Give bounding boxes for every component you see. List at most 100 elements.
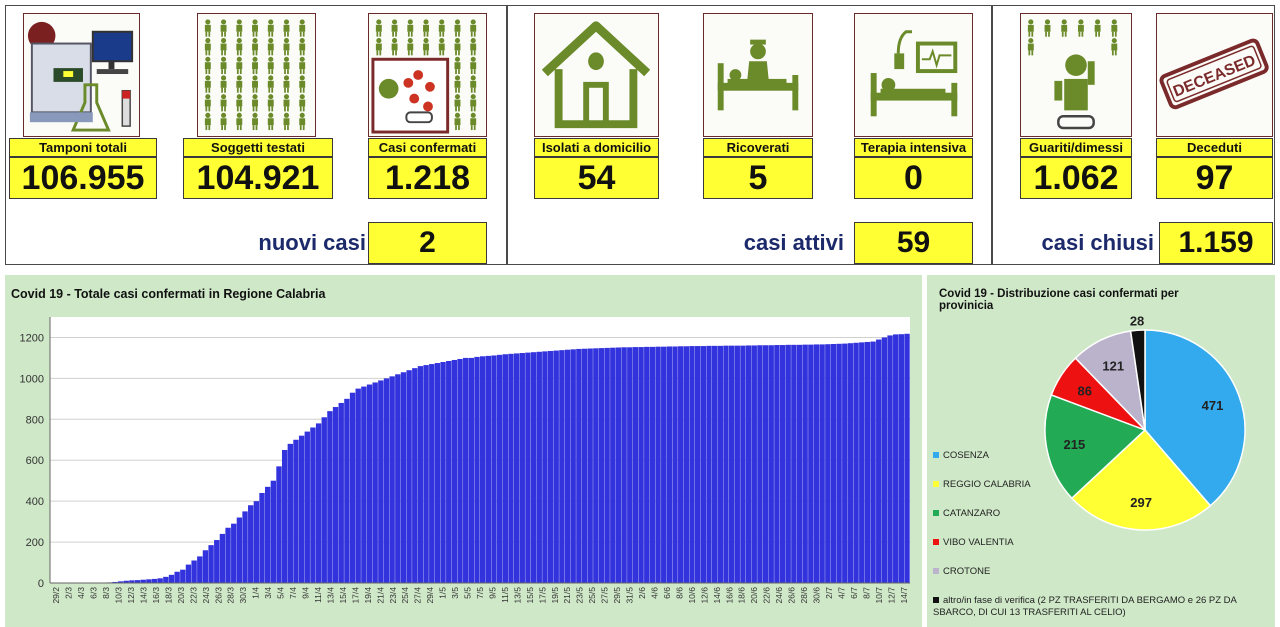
bar [378, 380, 384, 583]
x-tick-label: 4/7 [836, 587, 846, 599]
bar [502, 354, 508, 583]
bar [700, 346, 707, 583]
legend-label: CATANZARO [943, 508, 1001, 519]
bar [564, 349, 571, 583]
y-tick-label: 600 [26, 455, 44, 467]
x-tick-label: 20/6 [749, 587, 759, 604]
bar [581, 348, 588, 583]
bar [904, 333, 910, 583]
pie-data-label: 86 [1078, 384, 1092, 399]
bar [728, 345, 735, 583]
x-tick-label: 22/3 [188, 587, 198, 604]
y-tick-label: 0 [38, 578, 44, 590]
pie-slice [1070, 428, 1212, 531]
bar [847, 343, 854, 583]
x-tick-label: 21/4 [375, 587, 385, 604]
house-icon [534, 13, 659, 137]
bar [315, 423, 322, 583]
pie-data-label: 215 [1064, 437, 1086, 452]
bar [231, 523, 237, 583]
bar [366, 384, 373, 583]
x-tick-label: 19/5 [550, 587, 560, 604]
x-tick-label: 26/6 [787, 587, 797, 604]
bar [842, 343, 848, 583]
bar [666, 346, 673, 583]
bar [180, 569, 186, 583]
legend-label: CROTONE [943, 566, 991, 577]
bar [870, 341, 876, 583]
legend-label: VIBO VALENTIA [943, 537, 1014, 548]
pie-slice [1129, 329, 1146, 431]
y-tick-label: 800 [26, 414, 44, 426]
bar [791, 344, 797, 583]
bar [304, 431, 310, 583]
bar [412, 368, 418, 583]
bar [327, 411, 333, 583]
card-value-soggetti: 104.921 [183, 157, 333, 199]
bar [519, 353, 525, 583]
x-tick-label: 18/6 [737, 587, 747, 604]
bar [604, 347, 610, 583]
x-tick-label: 24/6 [774, 587, 784, 604]
bar [553, 350, 559, 583]
x-tick-label: 10/7 [874, 587, 884, 604]
deceased-stamp-icon: DECEASED [1156, 13, 1273, 137]
bar [298, 435, 305, 583]
bar [293, 439, 299, 583]
x-tick-label: 17/4 [350, 587, 360, 604]
x-tick-label: 29/5 [612, 587, 622, 604]
section-divider [991, 6, 993, 264]
bar [395, 374, 401, 583]
legend-swatch [933, 481, 939, 488]
x-tick-label: 8/6 [674, 587, 684, 599]
bar [627, 347, 633, 583]
x-tick-label: 14/3 [138, 587, 148, 604]
card-value-deceduti: 97 [1156, 157, 1273, 199]
bar-chart-title: Covid 19 - Totale casi confermati in Reg… [11, 287, 326, 301]
bar [779, 345, 786, 583]
x-tick-label: 25/5 [587, 587, 597, 604]
bar [655, 346, 661, 583]
bar [253, 501, 260, 583]
bar [530, 352, 537, 583]
x-tick-label: 19/4 [363, 587, 373, 604]
y-tick-label: 400 [26, 496, 44, 508]
bar [706, 345, 712, 583]
x-tick-label: 6/6 [662, 587, 672, 599]
summary-label-chiusi: casi chiusi [1041, 230, 1154, 255]
x-tick-label: 17/5 [537, 587, 547, 604]
bar [417, 366, 424, 583]
bar [559, 350, 565, 583]
bar [219, 533, 226, 583]
bar [242, 511, 248, 583]
x-tick-label: 10/6 [687, 587, 697, 604]
card-value-confermati: 1.218 [368, 157, 487, 199]
bar [621, 347, 627, 583]
bar [281, 450, 288, 583]
x-tick-label: 12/3 [126, 587, 136, 604]
legend-entry: CATANZARO [933, 508, 1268, 520]
legend-swatch [933, 452, 939, 459]
bar [672, 346, 678, 583]
bar [689, 346, 695, 583]
x-tick-label: 4/6 [649, 587, 659, 599]
bar [881, 337, 888, 583]
bar [632, 347, 639, 583]
pie-slice [1144, 329, 1246, 507]
bar [338, 402, 344, 583]
summary-label-nuovi: nuovi casi [258, 230, 366, 255]
bar [598, 348, 605, 583]
bar [485, 355, 492, 583]
card-label-ricoverati: Ricoverati [703, 138, 813, 157]
x-tick-label: 5/4 [276, 587, 286, 599]
legend-swatch [933, 510, 939, 517]
bar [819, 344, 825, 583]
bar [248, 505, 254, 583]
x-tick-label: 11/5 [500, 587, 510, 603]
x-tick-label: 12/6 [699, 587, 709, 604]
people-grid-icon [197, 13, 316, 137]
bar [259, 492, 265, 583]
pie-chart-svg: 471 297 215 86 121 28 [1044, 313, 1246, 531]
card-label-confermati: Casi confermati [368, 138, 487, 157]
